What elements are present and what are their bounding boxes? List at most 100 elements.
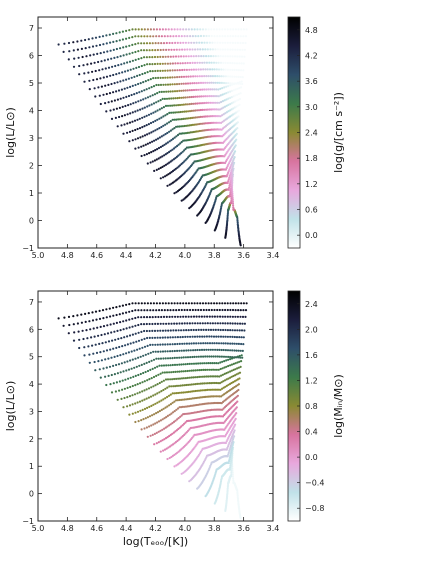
data-point [141,346,144,349]
data-point [137,356,140,359]
data-point [155,28,158,31]
data-point [169,378,172,381]
data-point [230,381,233,385]
data-point [214,101,217,104]
data-point [131,111,134,114]
data-point [199,382,202,385]
data-point [122,132,125,135]
data-point [163,371,166,374]
data-point [178,69,181,72]
data-point [179,336,182,339]
data-point [191,322,194,325]
data-point [220,203,223,207]
data-point [208,95,211,98]
data-point [199,342,202,345]
data-point [165,447,168,450]
data-point [121,30,124,33]
data-point [151,56,154,59]
x-tick-label: 4.4 [120,524,133,533]
data-point [99,325,102,328]
data-point [197,308,200,312]
data-point [193,302,196,305]
data-point [176,76,179,79]
data-point [241,41,245,45]
data-point [159,177,162,180]
data-point [134,332,137,335]
data-point [230,174,233,177]
data-point [176,62,179,65]
data-point [167,55,170,58]
data-point [235,406,238,409]
data-point [222,81,226,85]
data-point [97,360,100,363]
data-point [168,434,171,438]
data-point [226,485,229,488]
data-point [208,115,211,118]
data-point [230,199,233,203]
data-point [177,104,180,107]
data-point [220,75,223,78]
data-point [108,365,112,368]
data-point [143,56,146,59]
data-point [180,118,183,121]
data-point [123,387,126,390]
data-point [236,367,239,370]
data-point [226,214,229,217]
data-point [94,95,97,98]
data-point [143,389,146,392]
data-point [207,348,210,351]
data-point [230,471,233,474]
data-point [161,28,164,31]
data-point [224,161,227,165]
data-point [195,396,198,400]
y-tick-label: 2 [29,162,34,171]
data-point [205,108,208,111]
data-point [132,67,135,70]
data-point [180,35,183,38]
data-point [179,142,182,145]
data-point [191,355,194,359]
data-point [156,69,159,72]
data-point [204,342,207,345]
data-point [221,48,224,51]
data-point [229,187,232,190]
data-point [150,377,153,380]
data-point [224,308,227,312]
data-point [173,356,176,359]
data-point [159,357,163,360]
data-point [178,349,181,352]
data-point [160,35,163,38]
data-point [224,315,227,318]
data-point [188,322,191,325]
data-point [211,381,215,385]
data-point [197,342,200,345]
data-point [173,28,176,31]
data-point [142,81,145,84]
data-point [136,392,139,395]
data-point [193,61,197,64]
data-point [179,315,182,318]
data-point [188,397,191,400]
data-point [84,320,87,323]
data-point [121,379,124,382]
data-point [212,355,215,358]
data-point [159,145,162,149]
data-point [151,42,154,45]
data-point [201,102,204,105]
data-point [212,121,215,124]
data-point [118,31,121,34]
data-point [170,139,173,142]
data-point [235,356,238,359]
data-point [171,411,175,414]
data-point [180,472,183,475]
data-point [156,62,159,65]
data-point [218,35,221,38]
data-point [182,391,185,394]
data-point [170,302,173,305]
data-point [241,356,244,359]
data-point [197,55,200,58]
data-point [136,118,139,121]
data-point [149,70,152,73]
data-point [173,392,176,395]
data-point [227,377,230,380]
